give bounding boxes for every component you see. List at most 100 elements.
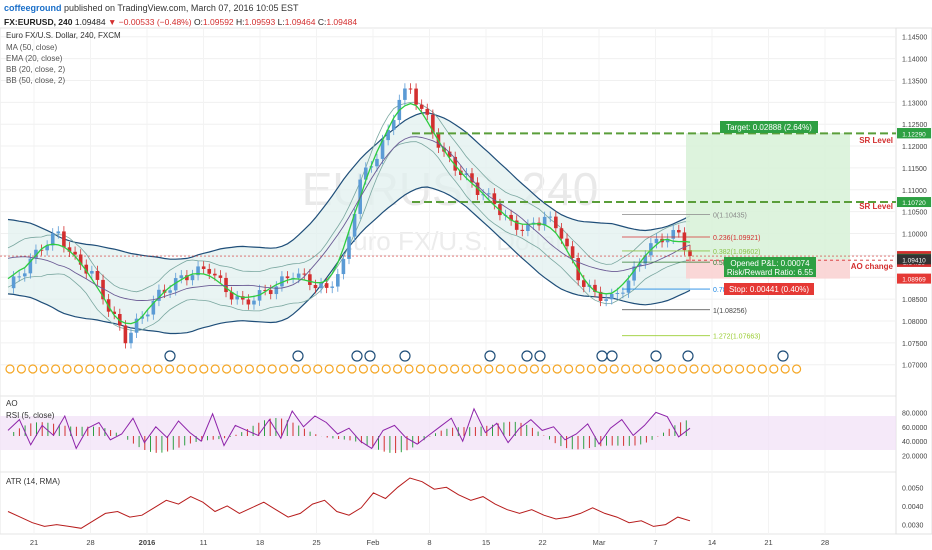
candle-body[interactable] [593,284,597,292]
candle-body[interactable] [324,283,329,288]
news-marker-icon[interactable] [682,350,694,362]
candle-body[interactable] [526,224,530,231]
event-marker-icon[interactable] [153,364,163,374]
candle-body[interactable] [492,193,497,205]
candle-body[interactable] [28,258,33,274]
candle-body[interactable] [95,270,100,280]
candle-body[interactable] [207,268,212,274]
candle-body[interactable] [45,245,49,251]
candle-body[interactable] [677,230,681,233]
candle-body[interactable] [352,213,357,237]
position-labels[interactable]: Target: 0.02888 (2.64%) Opened P&L: 0.00… [720,121,818,295]
event-marker-icon[interactable] [39,364,49,374]
candle-body[interactable] [145,314,150,317]
candle-body[interactable] [190,275,195,281]
event-marker-icon[interactable] [279,364,289,374]
candle-body[interactable] [252,300,256,305]
candle-body[interactable] [62,231,66,248]
event-marker-icon[interactable] [677,364,688,374]
candle-body[interactable] [565,238,569,247]
candle-body[interactable] [330,286,335,288]
candle-body[interactable] [201,266,206,269]
candle-body[interactable] [403,88,407,100]
event-marker-icon[interactable] [415,364,425,374]
event-marker-icon[interactable] [529,364,540,374]
candle-body[interactable] [313,284,318,289]
candle-body[interactable] [380,140,385,159]
event-marker-icon[interactable] [16,364,26,374]
candle-body[interactable] [118,313,122,326]
event-marker-icon[interactable] [769,364,779,374]
event-marker-icon[interactable] [336,364,346,374]
candle-body[interactable] [274,286,279,295]
candle-body[interactable] [168,290,172,293]
candle-body[interactable] [308,274,312,285]
event-marker-icon[interactable] [757,364,768,374]
event-marker-icon[interactable] [541,364,551,374]
candle-body[interactable] [464,173,469,175]
news-marker-icon[interactable] [521,350,533,362]
candle-body[interactable] [73,251,77,255]
event-marker-icon[interactable] [119,364,129,374]
event-marker-icon[interactable] [324,364,334,374]
news-marker-icon[interactable] [534,350,546,362]
candle-body[interactable] [486,193,491,195]
candle-body[interactable] [347,236,351,259]
candle-body[interactable] [643,255,648,264]
event-marker-icon[interactable] [712,364,722,374]
candle-body[interactable] [196,266,200,276]
author-name[interactable]: coffeeground [4,3,62,13]
candle-body[interactable] [50,233,55,246]
event-marker-icon[interactable] [575,364,585,374]
candle-body[interactable] [548,216,553,218]
candle-body[interactable] [637,263,642,267]
candle-body[interactable] [414,88,418,105]
candle-body[interactable] [78,254,83,265]
event-marker-icon[interactable] [700,364,711,374]
news-marker-icon[interactable] [650,350,662,362]
candle-body[interactable] [11,276,16,289]
candle-body[interactable] [101,279,105,300]
candle-body[interactable] [302,273,307,275]
candle-body[interactable] [609,293,614,300]
candle-body[interactable] [447,151,452,157]
candle-body[interactable] [213,273,217,276]
candle-body[interactable] [542,216,547,226]
candle-body[interactable] [598,291,603,301]
candle-body[interactable] [391,120,396,130]
candle-body[interactable] [431,114,435,134]
candle-body[interactable] [386,129,390,141]
atr-pane[interactable] [0,471,897,535]
event-marker-icon[interactable] [586,364,597,374]
event-marker-icon[interactable] [28,364,38,374]
event-marker-icon[interactable] [734,364,745,374]
candle-body[interactable] [134,318,139,333]
candle-body[interactable] [408,88,413,90]
event-marker-icon[interactable] [518,364,528,374]
event-marker-icon[interactable] [552,364,562,374]
event-marker-icon[interactable] [643,364,654,374]
event-marker-icon[interactable] [187,364,197,374]
event-marker-icon[interactable] [142,364,152,374]
candle-body[interactable] [621,292,625,294]
event-marker-icon[interactable] [96,364,106,374]
candle-body[interactable] [375,158,379,167]
candle-body[interactable] [296,273,301,278]
candle-body[interactable] [509,214,513,221]
event-marker-icon[interactable] [130,364,140,374]
event-marker-icon[interactable] [267,364,277,374]
candle-body[interactable] [263,290,267,292]
candle-body[interactable] [280,276,284,287]
event-marker-icon[interactable] [233,364,243,374]
candle-body[interactable] [319,283,323,289]
candle-body[interactable] [285,276,290,279]
event-marker-icon[interactable] [472,364,482,374]
candle-body[interactable] [39,249,44,251]
candle-body[interactable] [123,325,128,344]
event-marker-icon[interactable] [370,364,380,374]
event-marker-icon[interactable] [563,364,574,374]
candle-body[interactable] [112,311,117,314]
event-marker-icon[interactable] [358,364,368,374]
event-marker-icon[interactable] [484,364,494,374]
candle-body[interactable] [157,289,161,301]
